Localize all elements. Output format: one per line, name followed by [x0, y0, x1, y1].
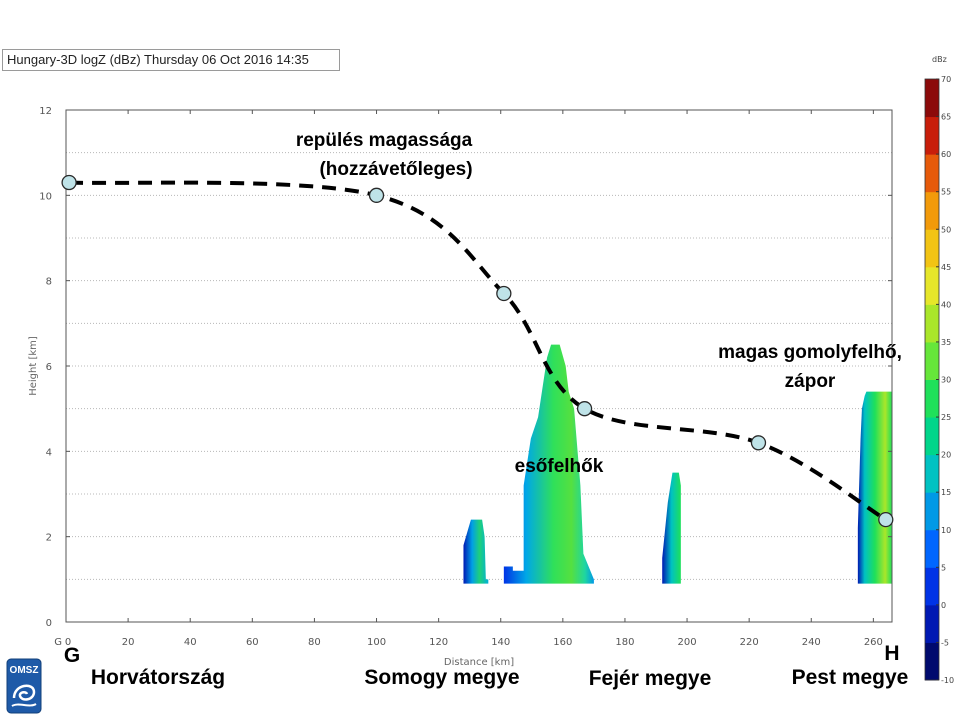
region-fejer: Fejér megye — [589, 667, 712, 690]
region-somogy: Somogy megye — [364, 666, 519, 689]
x-tick-label-60: 60 — [246, 637, 259, 648]
flight-point-3 — [496, 285, 512, 302]
x-tick-label-220: 220 — [740, 637, 759, 648]
colorbar-tick-10: 10 — [941, 526, 951, 535]
y-tick-label-4: 4 — [46, 447, 52, 458]
colorbar-tick-0: 0 — [941, 601, 946, 610]
colorbar-segment-8 — [925, 341, 939, 380]
annotation-flight-line-1: repülés magassága — [296, 130, 473, 151]
colorbar-tick-15: 15 — [941, 488, 951, 497]
colorbar-tick-5: 5 — [941, 563, 946, 572]
colorbar-segment-12 — [925, 191, 939, 230]
colorbar-tick-60: 60 — [941, 150, 951, 159]
x-tick-label-180: 180 — [615, 637, 634, 648]
region-croatia: Horvátország — [91, 666, 225, 689]
flight-point-5 — [750, 435, 767, 451]
x-tick-label-240: 240 — [802, 637, 821, 648]
flight-point-2 — [368, 187, 385, 203]
colorbar-segment-7 — [925, 379, 939, 418]
colorbar-segment-15 — [925, 79, 939, 118]
flight-point-1 — [61, 174, 77, 191]
colorbar-segment-14 — [925, 116, 939, 155]
reflectivity-cell-2 — [503, 344, 594, 584]
x-tick-label-200: 200 — [678, 637, 697, 648]
y-tick-label-12: 12 — [39, 106, 52, 117]
colorbar-tick-70: 70 — [941, 75, 951, 84]
x-tick-label-100: 100 — [367, 637, 386, 648]
colorbar-tick-40: 40 — [941, 300, 951, 309]
y-axis-label: Height [km] — [28, 336, 39, 396]
flight-path-line — [69, 180, 887, 522]
colorbar-unit: dBz — [932, 55, 947, 64]
colorbar-segment-5 — [925, 454, 939, 493]
colorbar-segment-2 — [925, 567, 939, 606]
colorbar-tick-55: 55 — [941, 188, 951, 197]
annotation-rain-clouds: esőfelhők — [515, 456, 604, 477]
region-pest: Pest megye — [792, 666, 909, 689]
colorbar-tick-35: 35 — [941, 338, 951, 347]
y-tick-label-6: 6 — [46, 362, 52, 373]
colorbar-tick-30: 30 — [941, 376, 951, 385]
annotation-flight-line-2: (hozzávetőleges) — [319, 159, 472, 180]
y-tick-label-10: 10 — [39, 191, 52, 202]
flight-path-points — [61, 174, 894, 528]
x-tick-label-160: 160 — [553, 637, 572, 648]
colorbar-segment-0 — [925, 642, 939, 681]
colorbar-tick--5: -5 — [941, 638, 949, 647]
y-tick-label-8: 8 — [46, 277, 52, 288]
colorbar-segment-3 — [925, 529, 939, 568]
colorbar-segment-10 — [925, 266, 939, 305]
y-tick-label-0: 0 — [46, 618, 52, 629]
colorbar-tick-25: 25 — [941, 413, 951, 422]
colorbar-tick--10: -10 — [941, 676, 954, 685]
annotation-cumulus-line-2: zápor — [785, 371, 836, 392]
colorbar-tick-50: 50 — [941, 225, 951, 234]
colorbar-segment-13 — [925, 154, 939, 193]
endpoint-end: H — [884, 642, 899, 665]
colorbar-tick-20: 20 — [941, 451, 951, 460]
endpoint-start: G — [64, 644, 80, 667]
chart-title: Hungary-3D logZ (dBz) Thursday 06 Oct 20… — [2, 49, 340, 71]
annotation-cumulus-line-1: magas gomolyfelhő, — [718, 342, 902, 363]
reflectivity-cell-4 — [857, 391, 892, 584]
x-tick-label-120: 120 — [429, 637, 448, 648]
reflectivity-cell-3 — [662, 472, 681, 584]
x-tick-label-40: 40 — [184, 637, 197, 648]
logo-text: OMSZ — [10, 665, 39, 676]
flight-point-4 — [576, 401, 593, 417]
x-tick-label-0: 0 — [65, 637, 71, 648]
colorbar-segment-11 — [925, 229, 939, 268]
x-axis-label: Distance [km] — [444, 657, 514, 668]
omsz-logo: OMSZ — [6, 658, 42, 714]
colorbar-tick-45: 45 — [941, 263, 951, 272]
reflectivity-cell-1 — [463, 519, 489, 584]
reflectivity-cells — [463, 344, 892, 584]
y-tick-label-2: 2 — [46, 533, 52, 544]
colorbar-tick-65: 65 — [941, 113, 951, 122]
x-tick-label-140: 140 — [491, 637, 510, 648]
colorbar-segment-9 — [925, 304, 939, 343]
axis-ticks: 0 20 40 60 80 100 120 140 160 180 200 220 240 260 0 2 4 6… — [39, 106, 892, 648]
flight-point-6 — [878, 511, 894, 528]
colorbar-segment-1 — [925, 604, 939, 643]
x-tick-label-20: 20 — [122, 637, 135, 648]
x-tick-label-260: 260 — [864, 637, 883, 648]
x-tick-label-80: 80 — [308, 637, 321, 648]
x-origin-label: G — [54, 637, 62, 648]
colorbar-segment-6 — [925, 417, 939, 456]
colorbar: -10 -5 0 5 10 15 20 25 30 35 40 45 50 55 60 65 70 — [924, 75, 954, 685]
grid-lines — [66, 152, 892, 580]
colorbar-segment-4 — [925, 492, 939, 531]
